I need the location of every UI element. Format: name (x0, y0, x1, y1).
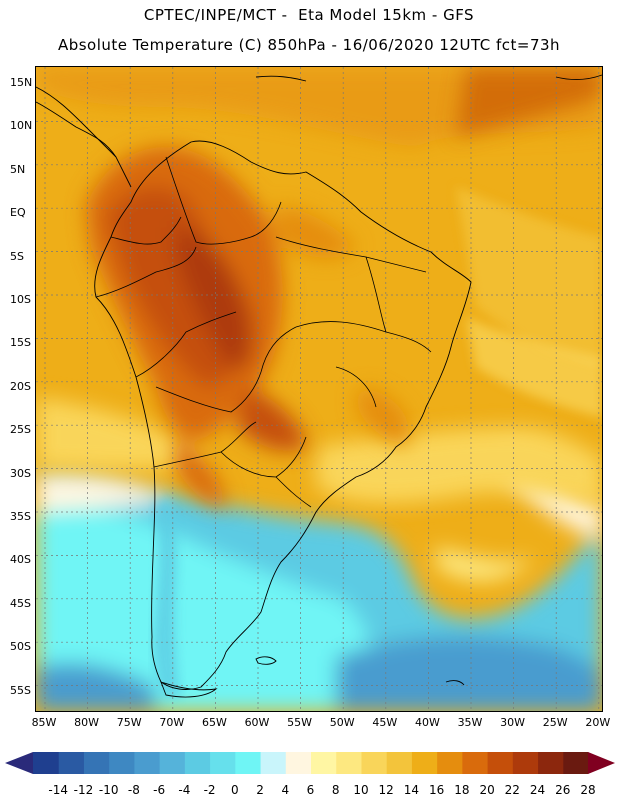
latitude-label: 10S (10, 293, 31, 306)
longitude-label: 60W (244, 716, 270, 729)
caribbean-islands (255, 75, 307, 82)
colorbar-label: 24 (529, 783, 546, 797)
colorbar-label: 22 (504, 783, 520, 797)
colorbar-segment (285, 752, 311, 774)
south-georgia (445, 680, 465, 686)
latitude-label: 20S (10, 379, 31, 393)
colorbar-label: 26 (555, 783, 571, 797)
colorbar-min-arrow (5, 752, 33, 774)
map-svg (36, 67, 602, 711)
south-america-coast (94, 140, 472, 690)
colorbar-segment (310, 752, 337, 774)
colorbar-label: 20 (479, 783, 495, 797)
longitude-label: 35W (457, 716, 483, 729)
colorbar-svg (5, 752, 615, 774)
colorbar-segment (461, 752, 488, 774)
colorbar-label: -12 (73, 783, 94, 797)
latitude-label: 5S (10, 249, 24, 263)
continental-warm-core (86, 67, 602, 507)
latitude-label: 50S (10, 640, 31, 654)
colorbar-label: 6 (306, 783, 315, 797)
colorbar-label: 18 (454, 783, 470, 797)
latitude-label: 30S (10, 466, 31, 480)
colorbar-segment (209, 752, 236, 774)
colorbar-label: -14 (48, 783, 69, 797)
colorbar-label: -6 (153, 783, 166, 797)
colorbar-segment (537, 752, 564, 774)
latitude-label: 25S (10, 423, 31, 437)
colorbar-label: 14 (403, 783, 420, 797)
colorbar-label: -2 (203, 783, 216, 797)
longitude-label: 50W (329, 716, 355, 729)
longitude-label: 75W (116, 716, 142, 729)
latitude-label: 40S (10, 553, 31, 567)
falkland-islands (255, 656, 277, 665)
colorbar-label: 12 (378, 783, 394, 797)
colorbar-label: 10 (353, 783, 369, 797)
chart-title-line1: CPTEC/INPE/MCT - Eta Model 15km - GFS (143, 6, 475, 24)
colorbar-segment (33, 752, 59, 774)
latitude-label: 35S (10, 510, 31, 523)
colorbar-label: 0 (230, 783, 239, 797)
longitude-label: 65W (201, 716, 227, 729)
colorbar-segment (386, 752, 412, 774)
colorbar-segment (436, 752, 463, 774)
temperature-colorbar (0, 748, 618, 778)
colorbar-label: 4 (281, 783, 290, 797)
colorbar-segment (562, 752, 589, 774)
longitude-label: 25W (542, 716, 568, 729)
colorbar-segment (260, 752, 286, 774)
colorbar-segment (83, 752, 110, 774)
colorbar-segment (159, 752, 185, 774)
central-america-coast-south (36, 101, 117, 158)
graticule (36, 67, 602, 711)
longitude-label: 70W (159, 716, 185, 729)
longitude-label: 80W (74, 716, 100, 729)
andean-cold-strip (153, 497, 181, 697)
colorbar-label: 8 (331, 783, 340, 797)
longitude-label: 45W (372, 716, 398, 729)
colorbar-label: 28 (580, 783, 596, 797)
latitude-label: 10N (10, 119, 33, 133)
longitude-label: 55W (287, 716, 313, 729)
latitude-label: 45S (10, 596, 31, 610)
longitude-label: 85W (31, 716, 57, 729)
longitude-label: 20W (585, 716, 611, 729)
colorbar-segment (58, 752, 84, 774)
colorbar-segment (108, 752, 135, 774)
chart-title-line2: Absolute Temperature (C) 850hPa - 16/06/… (57, 36, 561, 54)
colorbar-segment (133, 752, 160, 774)
colorbar-label: 2 (256, 783, 264, 797)
colorbar-label: -10 (98, 783, 119, 797)
colorbar-segment (512, 752, 539, 774)
colorbar-segment (184, 752, 211, 774)
coastlines (36, 74, 602, 698)
colorbar-label: -8 (127, 783, 140, 797)
latitude-label: 15N (10, 76, 33, 89)
tierra-del-fuego (160, 681, 218, 698)
longitude-label: 40W (414, 716, 440, 729)
colorbar-segment (411, 752, 438, 774)
latitude-label: 5N (10, 162, 26, 176)
longitude-label: 30W (500, 716, 526, 729)
caribbean-islands-east (555, 74, 602, 81)
colorbar-segment (487, 752, 513, 774)
latitude-label: EQ (10, 206, 26, 220)
temperature-map (35, 66, 603, 712)
colorbar-segment (234, 752, 261, 774)
atlantic-warm-field (456, 187, 602, 417)
colorbar-segment (335, 752, 362, 774)
colorbar-segment (360, 752, 387, 774)
country-borders (95, 156, 432, 508)
colorbar-label: -4 (178, 783, 191, 797)
colorbar-label: 16 (428, 783, 445, 797)
latitude-label: 15S (10, 336, 31, 350)
latitude-label: 55S (10, 683, 31, 697)
colorbar-max-arrow (588, 752, 615, 774)
